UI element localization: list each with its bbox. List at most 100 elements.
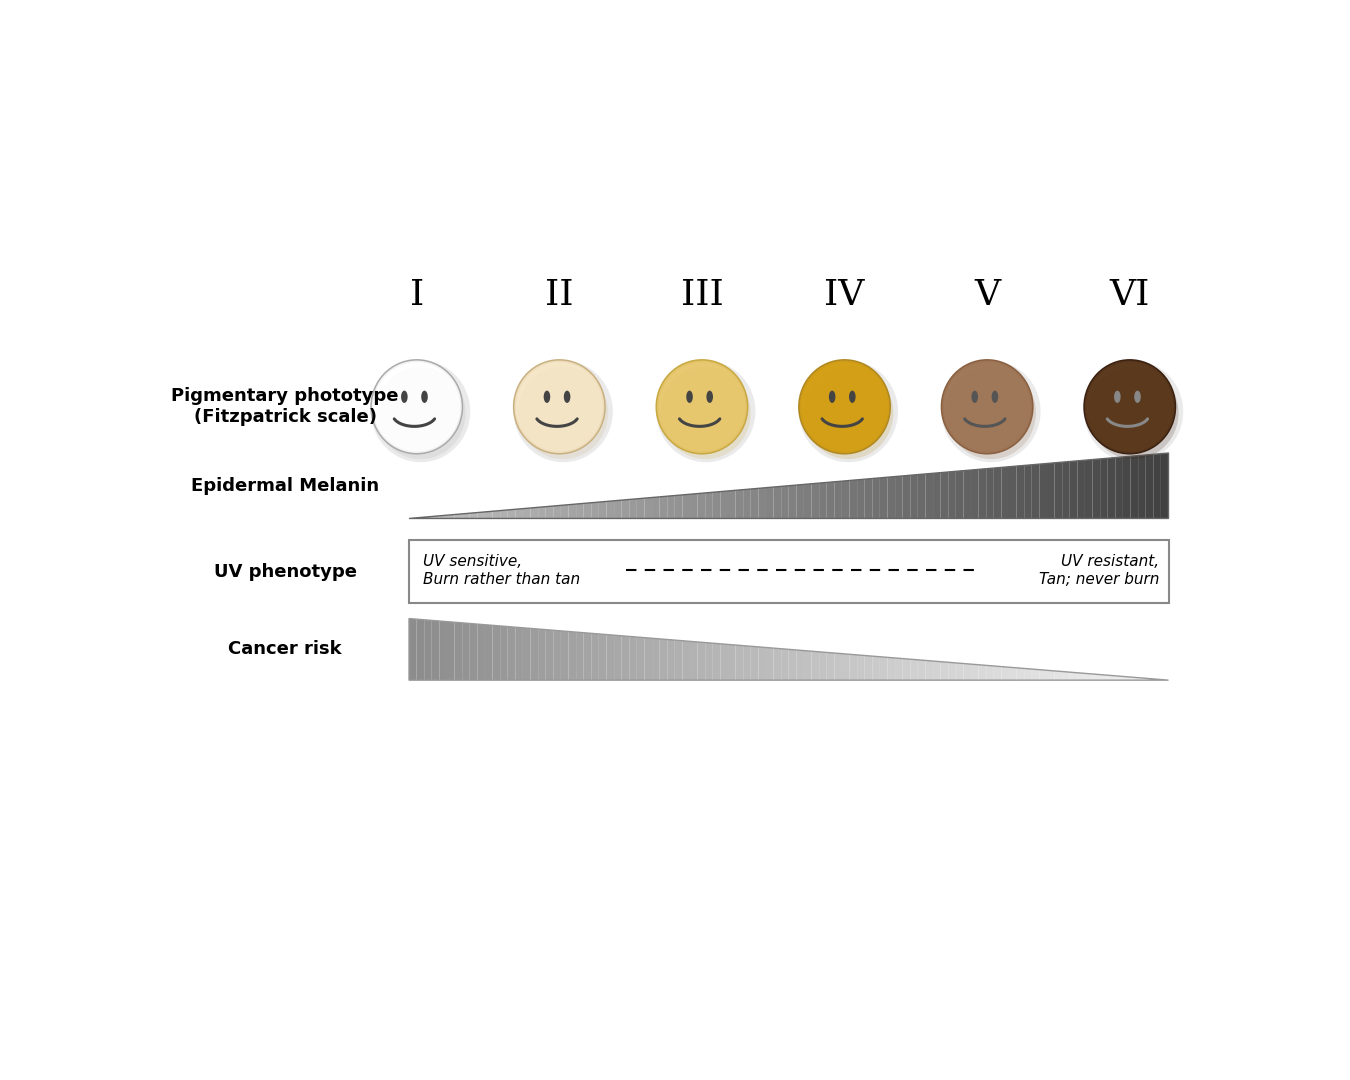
Text: III: III <box>680 279 724 312</box>
Polygon shape <box>637 637 644 680</box>
Polygon shape <box>1085 460 1092 518</box>
Polygon shape <box>629 499 637 518</box>
Polygon shape <box>721 644 728 680</box>
Polygon shape <box>583 633 591 680</box>
Polygon shape <box>918 660 926 680</box>
Polygon shape <box>545 507 554 518</box>
Polygon shape <box>713 644 721 680</box>
Polygon shape <box>591 502 599 518</box>
Polygon shape <box>1123 676 1130 680</box>
Polygon shape <box>971 664 979 680</box>
Polygon shape <box>470 623 478 680</box>
Polygon shape <box>1077 673 1085 680</box>
Text: Pigmentary phototype
(Fitzpatrick scale): Pigmentary phototype (Fitzpatrick scale) <box>171 388 398 427</box>
Polygon shape <box>819 652 826 680</box>
Polygon shape <box>1153 454 1161 518</box>
Ellipse shape <box>1085 361 1174 453</box>
Polygon shape <box>994 468 1002 518</box>
Polygon shape <box>500 626 508 680</box>
Polygon shape <box>826 482 834 518</box>
Polygon shape <box>796 485 805 518</box>
Polygon shape <box>470 513 478 518</box>
Ellipse shape <box>656 361 756 462</box>
Polygon shape <box>644 498 652 518</box>
Polygon shape <box>1025 669 1031 680</box>
Polygon shape <box>614 635 621 680</box>
Polygon shape <box>736 645 744 680</box>
Polygon shape <box>826 652 834 680</box>
Polygon shape <box>478 624 485 680</box>
Ellipse shape <box>518 367 608 459</box>
Polygon shape <box>675 640 682 680</box>
Polygon shape <box>774 486 782 518</box>
Polygon shape <box>956 471 964 518</box>
Polygon shape <box>1092 459 1100 518</box>
Polygon shape <box>690 642 698 680</box>
Polygon shape <box>964 663 971 680</box>
Polygon shape <box>531 508 539 518</box>
Ellipse shape <box>564 391 571 403</box>
Ellipse shape <box>375 367 466 459</box>
Polygon shape <box>788 485 796 518</box>
Ellipse shape <box>942 361 1033 453</box>
Polygon shape <box>759 488 765 518</box>
Polygon shape <box>485 624 493 680</box>
Polygon shape <box>652 638 660 680</box>
Polygon shape <box>455 622 462 680</box>
Polygon shape <box>1069 672 1077 680</box>
Text: Cancer risk: Cancer risk <box>228 640 342 659</box>
Ellipse shape <box>662 367 751 459</box>
Polygon shape <box>667 639 675 680</box>
Polygon shape <box>1048 671 1054 680</box>
Ellipse shape <box>992 391 998 403</box>
Polygon shape <box>788 649 796 680</box>
Polygon shape <box>796 650 805 680</box>
Polygon shape <box>424 516 432 518</box>
Polygon shape <box>849 480 857 518</box>
Polygon shape <box>1130 456 1138 518</box>
Polygon shape <box>554 505 560 518</box>
Ellipse shape <box>371 361 470 462</box>
Polygon shape <box>765 487 774 518</box>
Polygon shape <box>857 654 865 680</box>
Polygon shape <box>1054 671 1062 680</box>
Polygon shape <box>576 503 583 518</box>
Polygon shape <box>744 489 751 518</box>
Polygon shape <box>1002 467 1008 518</box>
Polygon shape <box>409 619 417 680</box>
FancyBboxPatch shape <box>409 540 1169 603</box>
Ellipse shape <box>1134 391 1141 403</box>
Ellipse shape <box>657 361 747 453</box>
Polygon shape <box>941 472 948 518</box>
Ellipse shape <box>514 361 605 453</box>
Polygon shape <box>705 643 713 680</box>
Polygon shape <box>424 620 432 680</box>
Polygon shape <box>1123 456 1130 518</box>
Polygon shape <box>948 471 956 518</box>
Polygon shape <box>500 510 508 518</box>
Polygon shape <box>1008 467 1017 518</box>
Polygon shape <box>644 637 652 680</box>
Polygon shape <box>903 475 910 518</box>
Polygon shape <box>956 663 964 680</box>
Polygon shape <box>1100 675 1108 680</box>
Polygon shape <box>774 648 782 680</box>
Polygon shape <box>1115 676 1123 680</box>
Polygon shape <box>941 662 948 680</box>
Text: VI: VI <box>1110 279 1150 312</box>
Polygon shape <box>964 470 971 518</box>
Ellipse shape <box>1085 361 1174 453</box>
Polygon shape <box>759 647 765 680</box>
Ellipse shape <box>849 391 856 403</box>
Polygon shape <box>926 661 933 680</box>
Polygon shape <box>765 648 774 680</box>
Ellipse shape <box>941 361 1041 462</box>
Polygon shape <box>903 659 910 680</box>
Ellipse shape <box>972 391 977 403</box>
Ellipse shape <box>799 361 898 462</box>
Polygon shape <box>819 483 826 518</box>
Polygon shape <box>432 516 439 518</box>
Ellipse shape <box>1088 367 1179 459</box>
Polygon shape <box>682 640 690 680</box>
Ellipse shape <box>1084 361 1183 462</box>
